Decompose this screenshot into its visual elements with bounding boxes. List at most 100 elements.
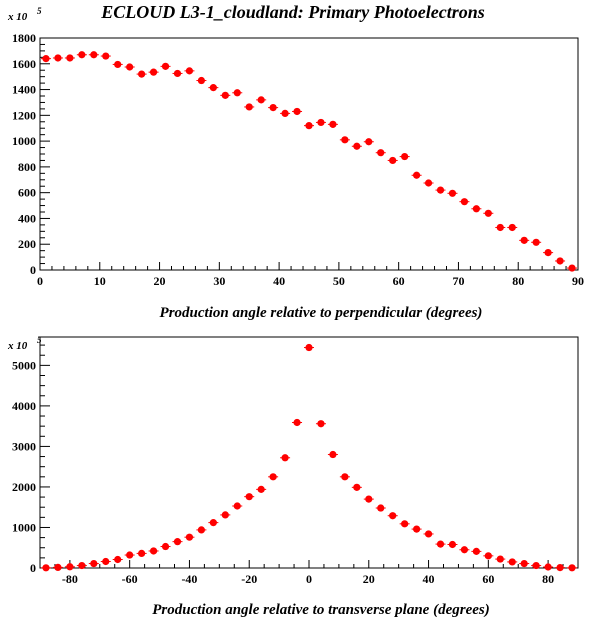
y-tick-label: 1400: [12, 83, 36, 97]
data-point: [233, 502, 241, 510]
x-tick-label: 20: [154, 274, 166, 288]
data-point: [66, 563, 74, 571]
x-tick-label: 70: [452, 274, 464, 288]
data-point: [508, 223, 516, 232]
data-point: [149, 68, 158, 76]
data-point: [66, 54, 74, 62]
data-point: [293, 418, 301, 427]
y-multiplier-label: x 10: [7, 340, 28, 352]
data-point: [245, 103, 253, 111]
data-point: [257, 96, 265, 104]
data-point: [329, 120, 337, 128]
data-point: [305, 122, 313, 130]
data-point: [197, 526, 205, 534]
data-point: [161, 542, 170, 551]
data-point: [401, 152, 409, 161]
data-point: [42, 55, 50, 63]
data-point: [341, 473, 349, 481]
data-point: [54, 563, 62, 571]
data-point: [448, 189, 457, 197]
x-tick-label: 0: [306, 572, 312, 586]
data-point: [317, 118, 325, 127]
x-tick-label: 60: [393, 274, 405, 288]
data-point: [269, 104, 277, 112]
x-axis-label: Production angle relative to transverse …: [152, 602, 489, 618]
x-tick-label: 20: [363, 572, 375, 586]
data-point: [293, 107, 301, 116]
x-tick-label: 30: [213, 274, 225, 288]
data-point: [484, 209, 492, 217]
x-tick-label: -80: [62, 572, 78, 586]
x-axis-label: Production angle relative to perpendicul…: [160, 305, 483, 321]
data-point: [532, 238, 540, 246]
data-point: [281, 109, 289, 117]
data-point: [568, 564, 576, 572]
data-point: [257, 485, 265, 493]
y-multiplier-label: x 10: [7, 11, 28, 23]
data-point: [544, 563, 552, 571]
data-point: [42, 564, 50, 572]
data-point: [377, 149, 385, 157]
data-point: [353, 142, 361, 150]
data-point: [114, 60, 122, 69]
y-tick-label: 0: [30, 561, 36, 575]
data-point: [424, 179, 433, 187]
chart-title: ECLOUD L3-1_cloudland: Primary Photoelec…: [100, 2, 485, 22]
data-point: [448, 540, 457, 549]
data-point: [460, 546, 469, 554]
data-point: [54, 54, 62, 62]
data-point: [496, 223, 504, 232]
data-point: [556, 563, 564, 572]
y-multiplier-exponent: 5: [37, 6, 42, 16]
y-tick-label: 800: [18, 160, 36, 174]
top-panel: 0 10 20 30 40 50 60 70 80 90 0 200 400 600 800 1000 1200…: [7, 6, 584, 321]
x-tick-label: 80: [512, 274, 524, 288]
data-point: [161, 62, 170, 70]
data-point: [209, 84, 217, 92]
data-point: [126, 551, 134, 559]
data-point: [197, 76, 205, 85]
data-point: [78, 51, 86, 59]
data-point: [317, 420, 325, 428]
plot-frame: [39, 37, 579, 271]
data-point: [544, 249, 552, 257]
data-point: [245, 493, 253, 501]
data-point: [126, 63, 134, 71]
y-tick-label: 1200: [12, 108, 36, 122]
y-tick-label: 5000: [12, 358, 36, 372]
data-point: [520, 236, 528, 244]
data-point: [173, 538, 182, 546]
data-point: [138, 549, 146, 558]
y-tick-label: 3000: [12, 439, 36, 453]
y-tick-label: 1000: [12, 520, 36, 534]
data-point: [90, 559, 98, 568]
data-point: [173, 69, 182, 78]
data-point: [401, 520, 409, 528]
y-tick-label: 2000: [12, 480, 36, 494]
data-point: [341, 136, 349, 144]
data-point: [78, 561, 86, 570]
data-point: [365, 138, 373, 146]
data-point: [102, 557, 110, 566]
data-point: [209, 519, 217, 527]
data-point: [102, 52, 110, 60]
data-point: [281, 454, 289, 462]
data-point: [329, 450, 337, 459]
data-point: [221, 91, 229, 99]
data-point: [556, 257, 564, 265]
y-multiplier-exponent: 5: [37, 335, 42, 345]
y-tick-label: 400: [18, 211, 36, 225]
data-point: [436, 540, 445, 548]
x-tick-label: 40: [423, 572, 435, 586]
x-tick-label: -60: [122, 572, 138, 586]
data-point: [520, 559, 528, 568]
data-point: [424, 530, 433, 538]
y-tick-label: 200: [18, 237, 36, 251]
data-point: [365, 495, 373, 503]
x-tick-label: 50: [333, 274, 345, 288]
data-point: [568, 264, 576, 272]
y-tick-label: 1000: [12, 134, 36, 148]
data-point: [389, 512, 397, 520]
x-tick-label: -40: [181, 572, 197, 586]
data-point: [472, 205, 480, 213]
